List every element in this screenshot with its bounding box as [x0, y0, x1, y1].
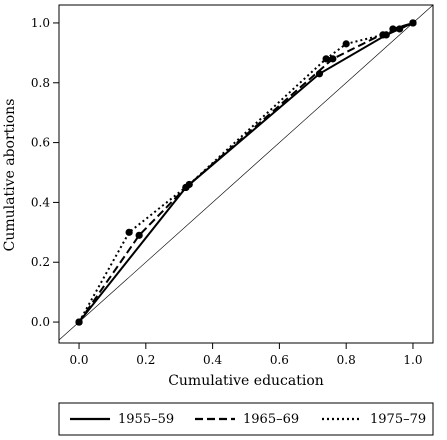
y-tick-label: 0.0: [31, 315, 50, 329]
data-point: [329, 55, 337, 63]
x-tick-label: 0.6: [270, 353, 289, 367]
legend: 1955–59 1965–69 1975–79: [70, 412, 426, 427]
series-2: [75, 19, 417, 326]
legend-box: [58, 402, 434, 436]
x-tick-label: 0.0: [69, 353, 88, 367]
data-point: [315, 70, 324, 78]
y-tick-label: 0.6: [31, 136, 50, 150]
data-point: [409, 19, 417, 27]
y-axis: 0.0 0.2 0.4 0.6 0.8 1.0: [31, 16, 59, 329]
equality-reference-line: [58, 4, 434, 341]
data-point: [322, 55, 330, 63]
x-axis: 0.0 0.2 0.4 0.6 0.8 1.0: [69, 343, 423, 367]
x-tick-label: 0.8: [337, 353, 356, 367]
y-tick-label: 1.0: [31, 16, 50, 30]
x-tick-label: 1.0: [403, 353, 422, 367]
data-point: [396, 25, 404, 33]
x-tick-label: 0.4: [203, 353, 222, 367]
data-point: [135, 231, 143, 239]
legend-label: 1955–59: [118, 412, 174, 427]
data-point: [185, 180, 193, 189]
legend-label: 1975–79: [370, 412, 426, 427]
data-point: [125, 228, 133, 236]
plot-frame: [58, 4, 434, 344]
y-axis-label: Cumulative abortions: [2, 99, 18, 252]
series-line: [78, 22, 414, 323]
data-point: [342, 40, 350, 48]
legend-label: 1965–69: [243, 412, 299, 427]
data-point: [379, 31, 387, 39]
data-point: [75, 318, 83, 326]
y-tick-label: 0.4: [31, 195, 50, 209]
series-layer: [75, 19, 417, 326]
y-tick-label: 0.8: [31, 76, 50, 90]
x-axis-label: Cumulative education: [168, 373, 324, 389]
x-tick-label: 0.2: [136, 353, 155, 367]
y-tick-label: 0.2: [31, 255, 50, 269]
